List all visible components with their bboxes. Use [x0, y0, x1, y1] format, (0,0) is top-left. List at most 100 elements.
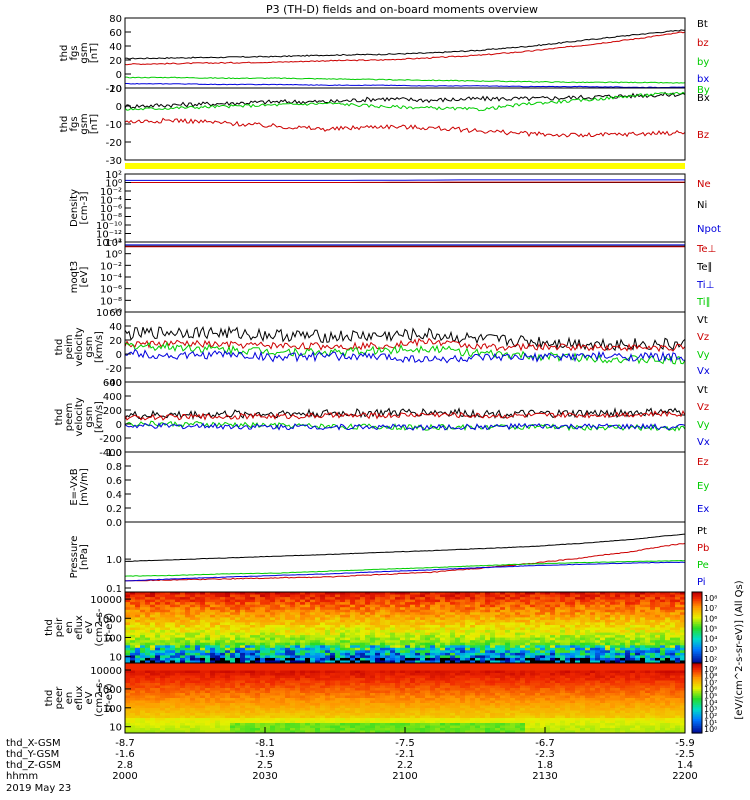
- y-axis-label: peim: [64, 334, 75, 359]
- y-axis-label: thd: [44, 690, 55, 707]
- legend-Vz: Vz: [697, 332, 709, 343]
- series-Vz: [124, 409, 686, 421]
- y-tick-label: 10²: [105, 238, 122, 249]
- y-tick-label: 10⁻¹⁰: [96, 308, 122, 319]
- legend-Te⊥: Te⊥: [696, 244, 716, 255]
- colorbar-tick-label: 10⁷: [704, 678, 717, 687]
- mode-bar: [125, 163, 685, 169]
- y-tick-label: 0.4: [106, 490, 122, 501]
- x-tick-label: -6.7: [535, 738, 555, 749]
- y-tick-label: 0.0: [106, 518, 122, 529]
- x-tick-label: 2.8: [117, 760, 133, 771]
- y-tick-label: 10000: [90, 666, 122, 677]
- y-axis-label: [nT]: [89, 114, 100, 134]
- colorbar-tick-label: 10²: [704, 712, 717, 721]
- colorbar-tick-label: 10²: [704, 655, 717, 664]
- y-axis-label: velocity: [74, 327, 85, 366]
- legend-Ni: Ni: [697, 200, 707, 211]
- panel-8: 1.0 0.1 Pressure [nPa] Pt Pb Pe Pi: [69, 521, 709, 595]
- y-axis-label: [eV]: [79, 267, 90, 288]
- y-axis-label: velocity: [74, 397, 85, 436]
- series-Pi: [124, 561, 686, 582]
- y-axis-label: eV: [84, 691, 95, 704]
- y-tick-label: -200: [99, 434, 122, 445]
- y-tick-label: 20: [109, 336, 122, 347]
- y-tick-label: 400: [103, 392, 122, 403]
- y-tick-label: 1000: [97, 685, 122, 696]
- y-tick-label: -20: [106, 138, 122, 149]
- y-axis-label: Density: [69, 189, 80, 227]
- y-tick-label: 10⁻⁸: [100, 213, 122, 224]
- x-row-label: hhmm: [6, 771, 38, 782]
- plot-title: P3 (TH-D) fields and on-board moments ov…: [266, 3, 538, 16]
- legend-Pe: Pe: [697, 560, 709, 571]
- legend-Pt: Pt: [697, 526, 707, 537]
- y-axis-label: gsm: [79, 113, 90, 134]
- y-tick-label: 10⁻⁴: [100, 273, 122, 284]
- series-Pb: [124, 543, 686, 582]
- y-axis-label: peir: [54, 617, 65, 637]
- colorbar-tick-label: 10⁵: [704, 692, 717, 701]
- colorbar-tick-label: 10⁹: [704, 665, 717, 674]
- y-tick-label: 10²: [105, 170, 122, 181]
- series-Bt: [124, 29, 686, 60]
- legend-Vz: Vz: [697, 402, 709, 413]
- colorbar-tick-label: 10⁵: [704, 625, 717, 634]
- colorbar-tick-label: 10⁴: [704, 698, 717, 707]
- colorbar-tick-label: 10⁸: [704, 672, 717, 681]
- legend-Ti⊥: Ti⊥: [696, 280, 714, 291]
- legend-Te∥: Te∥: [696, 262, 713, 273]
- y-axis-label: en: [64, 621, 75, 634]
- legend-by: by: [697, 57, 709, 68]
- y-axis-label: peer: [54, 686, 65, 710]
- y-tick-label: 0: [116, 420, 122, 431]
- legend-Bz: Bz: [697, 130, 709, 141]
- y-axis-label: [mV/m]: [79, 468, 90, 506]
- legend-Pi: Pi: [697, 577, 706, 588]
- y-tick-label: 10⁻²: [100, 261, 122, 272]
- y-tick-label: 10⁻¹⁴: [96, 238, 122, 249]
- y-tick-label: 20: [109, 56, 122, 67]
- y-tick-label: 10⁻⁶: [100, 285, 122, 296]
- series-By: [124, 91, 686, 112]
- legend-Bx: Bx: [697, 93, 710, 104]
- series-Vt: [124, 325, 686, 352]
- panel-frame: [124, 87, 686, 161]
- series-Vy: [124, 341, 686, 365]
- y-tick-label: 0: [116, 70, 122, 81]
- series-bx: [125, 82, 686, 89]
- y-tick-label: 0.6: [106, 476, 122, 487]
- legend-Bt: Bt: [697, 19, 708, 30]
- series-Vx: [124, 348, 686, 364]
- y-axis-label: thd: [54, 409, 65, 426]
- y-tick-label: -40: [106, 378, 122, 389]
- panel-10: 10⁹10⁸10⁷10⁶10⁵10⁴10³10²10¹10⁰[eV/(cm^2-…: [44, 580, 745, 734]
- y-axis-label: gsm: [79, 42, 90, 63]
- panel-2: 10 0 -10 -20 -30 thd fgs gsm [nT] Bx Bz: [59, 84, 710, 167]
- y-tick-label: 10⁻⁶: [100, 204, 122, 215]
- y-tick-label: 10⁻¹⁰: [96, 221, 122, 232]
- y-axis-label: fgs: [69, 116, 80, 131]
- y-axis-label: thd: [59, 116, 70, 133]
- y-axis-label: (cm2-s-: [94, 679, 105, 717]
- colorbar-tick-label: 10⁰: [704, 725, 717, 734]
- y-tick-label: 10000: [90, 595, 122, 606]
- y-tick-label: 10⁰: [105, 250, 122, 261]
- y-tick-label: 10⁻⁸: [100, 296, 122, 307]
- y-tick-label: -20: [106, 364, 122, 375]
- y-tick-label: 0.1: [106, 584, 122, 595]
- series-Vx: [124, 422, 686, 431]
- y-axis-label: peem: [64, 403, 75, 431]
- legend-Npot: Npot: [697, 224, 721, 235]
- y-tick-label: 10⁰: [105, 179, 122, 190]
- colorbar: 10⁹10⁸10⁷10⁶10⁵10⁴10³10²10¹10⁰[eV/(cm^2-…: [691, 580, 745, 734]
- x-tick-label: -8.7: [115, 738, 135, 749]
- y-axis-label: sr-eV): [104, 613, 115, 642]
- y-tick-label: 10⁻²: [100, 187, 122, 198]
- x-tick-label: -7.5: [395, 738, 415, 749]
- y-tick-label: 0.8: [106, 462, 122, 473]
- series-Vz: [124, 337, 686, 353]
